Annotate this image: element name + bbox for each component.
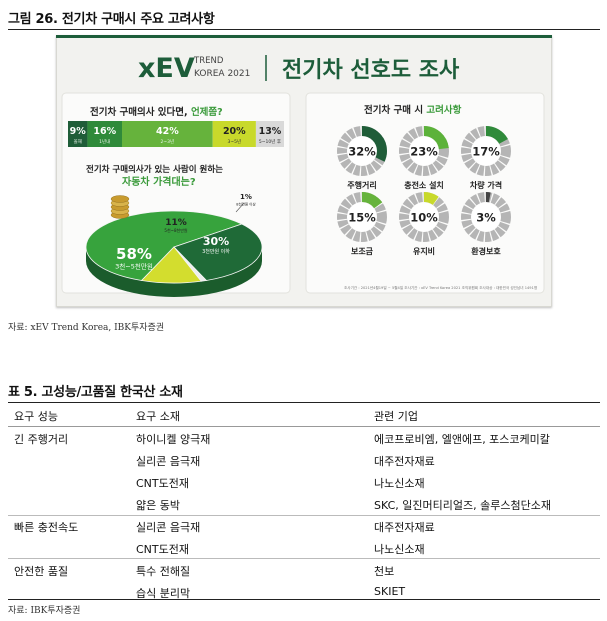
cell-material: CNT도전재: [136, 477, 189, 490]
poster-graphic: xEV TREND KOREA 2021 전기차 선호도 조사 전기차 구매의사…: [61, 53, 545, 297]
header-material: 요구 소재: [136, 410, 180, 423]
donut-title: 전기차 구매 시 고려사항: [364, 104, 462, 116]
donut-pct-2: 17%: [472, 145, 500, 159]
pie-label-0: 3천~5천만원: [115, 262, 153, 271]
cell-material: 특수 전해질: [136, 565, 191, 578]
donut-label-3: 보조금: [351, 247, 374, 256]
bar-label-2: 2~3년: [161, 138, 175, 145]
donut-arc-1: [399, 126, 449, 176]
brand-sub-trend: TREND: [193, 56, 224, 66]
cell-companies: 대주전자재료: [374, 521, 435, 534]
poster-headline: 전기차 선호도 조사: [282, 58, 460, 83]
donut-pct-3: 15%: [348, 211, 376, 225]
pie-slice-1: [173, 223, 263, 281]
cell-companies: 천보: [374, 565, 395, 578]
header-companies: 관련 기업: [374, 410, 418, 423]
donut-arc-2: [461, 126, 511, 176]
price-pie: 58%3천~5천만원 30%3천만원 이하 11%5천~8천만원 1%8천만원 이상: [85, 193, 263, 297]
cell-performance: 안전한 품질: [14, 565, 69, 578]
title-rule: [8, 29, 600, 30]
pie-pct-3: 1%: [240, 193, 252, 201]
donut-label-2: 차량 가격: [470, 180, 502, 190]
cell-material: 실리콘 음극재: [136, 455, 201, 468]
donut-pct-5: 3%: [476, 211, 496, 225]
cell-performance: 긴 주행거리: [14, 433, 69, 446]
pie-slice-0: [85, 210, 243, 281]
donut-pct-1: 23%: [410, 145, 438, 159]
bar-segment-0: [68, 121, 88, 147]
poster-footnote: 조사기간 : 2021년4월19일 ~ 5월4일 조사기관 : xEV Tren…: [344, 285, 537, 290]
cell-material: 얇은 동박: [136, 499, 180, 512]
donut-arc-3: [337, 192, 387, 242]
table-header-rule: [8, 426, 600, 427]
pie-label-1: 3천만원 이하: [202, 248, 230, 255]
bar-pct-1: 16%: [93, 126, 116, 137]
timing-bar: 9%올해 16%1년내 42%2~3년 20%3~5년 13%5~10년 후: [68, 121, 284, 147]
cell-companies: SKIET: [374, 585, 406, 598]
group-separator: [8, 558, 600, 559]
table-source: 자료: IBK투자증권: [8, 606, 81, 616]
cell-material: 실리콘 음극재: [136, 521, 201, 534]
donut-label-5: 환경보호: [471, 246, 501, 256]
cell-companies: 대주전자재료: [374, 455, 435, 468]
cell-material: 하이니켈 양극재: [136, 433, 211, 446]
table-title: 표 5. 고성능/고품질 한국산 소재: [8, 385, 183, 400]
table-top-rule: [8, 402, 600, 403]
consideration-donuts: 32% 주행거리 23% 충전소 설치 17% 차량 가격 15% 보조금 10% 유지비 3% 환경…: [337, 126, 511, 256]
bar-question: 전기차 구매의사 있다면, 언제쯤?: [90, 106, 223, 118]
bar-label-1: 1년내: [99, 138, 110, 145]
bar-label-4: 5~10년 후: [259, 138, 281, 145]
pie-pct-2: 11%: [165, 218, 187, 228]
cell-material: CNT도전재: [136, 543, 189, 556]
pie-pct-0: 58%: [116, 245, 152, 263]
bar-segment-1: [87, 121, 122, 147]
pie-label-2: 5천~8천만원: [164, 227, 187, 233]
donut-arc-5: [461, 192, 511, 242]
cell-material: 습식 분리막: [136, 587, 191, 600]
brand-sub-year: KOREA 2021: [194, 69, 250, 79]
cell-companies: 에코프로비엠, 엘앤에프, 포스코케미칼: [374, 433, 550, 446]
header-performance: 요구 성능: [14, 410, 58, 423]
cell-performance: 빠른 충전속도: [14, 521, 79, 534]
bar-segment-3: [212, 121, 256, 147]
pie-question-line2: 자동차 가격대는?: [122, 175, 196, 188]
bar-segment-4: [255, 121, 284, 147]
donut-label-0: 주행거리: [347, 180, 376, 190]
donut-pct-0: 32%: [348, 145, 376, 159]
cell-companies: 나노신소재: [374, 543, 425, 556]
figure-title: 그림 26. 전기차 구매시 주요 고려사항: [8, 12, 215, 27]
pie-pct-1: 30%: [203, 235, 229, 248]
cell-companies: SKC, 일진머티리얼즈, 솔루스첨단소재: [374, 499, 551, 512]
poster-top-stripe: [56, 35, 552, 38]
bar-pct-0: 9%: [70, 126, 87, 137]
pie-label-3: 8천만원 이상: [236, 202, 256, 207]
bar-pct-2: 42%: [156, 126, 179, 137]
bar-pct-4: 13%: [259, 126, 282, 137]
donut-pct-4: 10%: [410, 211, 438, 225]
pie-question-line1: 전기차 구매의사가 있는 사람이 원하는: [86, 164, 223, 175]
bar-label-0: 올해: [74, 138, 82, 145]
brand-logo: xEV: [138, 53, 195, 84]
donut-arc-0: [337, 126, 387, 176]
donut-label-4: 유지비: [413, 246, 435, 256]
bar-label-3: 3~5년: [227, 138, 241, 145]
table-bottom-rule: [8, 599, 600, 600]
bar-pct-3: 20%: [223, 126, 246, 137]
donut-arc-4: [399, 192, 449, 242]
cell-companies: 나노신소재: [374, 477, 425, 490]
figure-source: 자료: xEV Trend Korea, IBK투자증권: [8, 323, 165, 333]
pie-slice-2: [140, 246, 202, 284]
donut-label-1: 충전소 설치: [404, 180, 444, 190]
group-separator: [8, 515, 600, 516]
bar-segment-2: [122, 121, 213, 147]
